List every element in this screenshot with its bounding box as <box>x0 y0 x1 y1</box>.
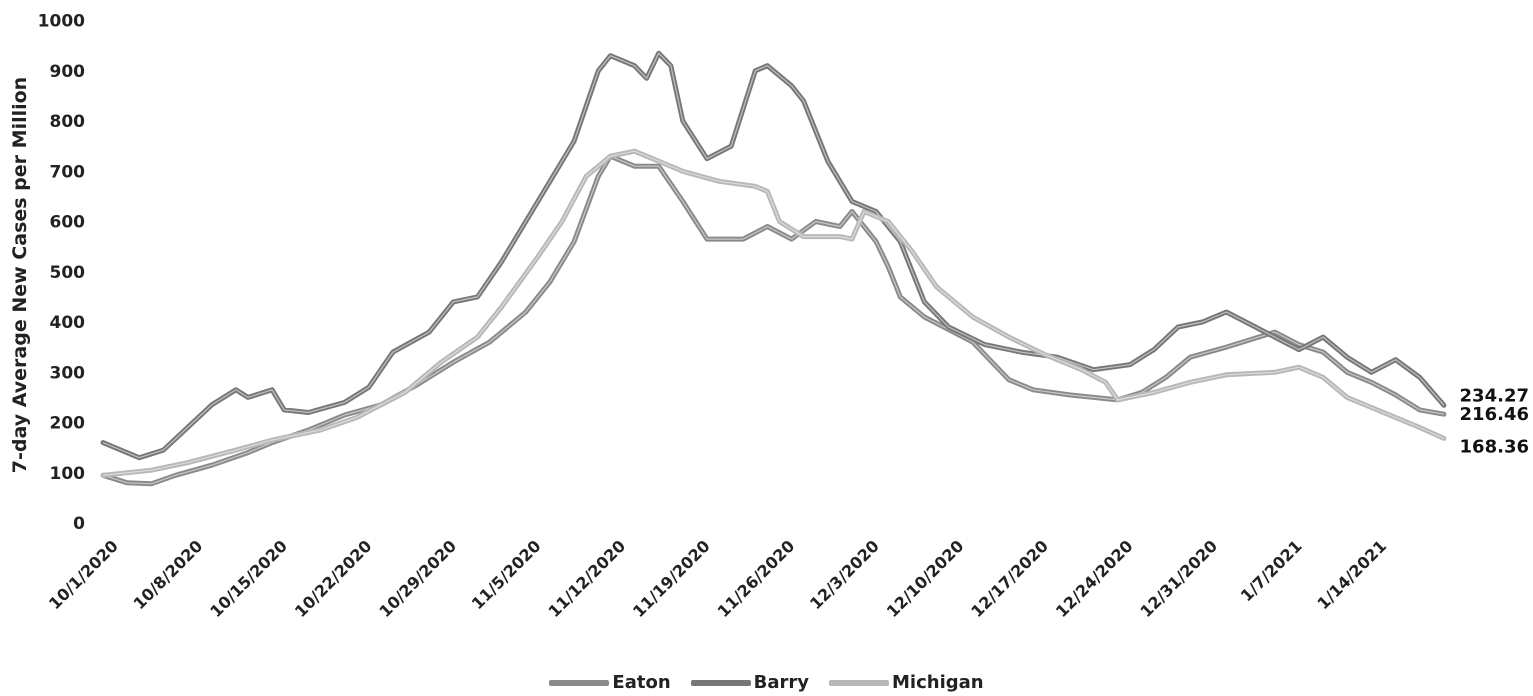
end-value-label-michigan: 168.36 <box>1460 436 1529 457</box>
y-tick-label: 600 <box>50 213 86 233</box>
legend-swatch <box>549 680 610 686</box>
series-line-michigan <box>100 148 1447 478</box>
legend-label: Michigan <box>892 672 984 693</box>
x-tick-label: 10/1/2020 <box>45 536 122 613</box>
y-tick-label: 1000 <box>38 12 85 32</box>
series-line-highlight-michigan <box>102 150 1445 476</box>
x-tick-label: 11/12/2020 <box>545 536 630 621</box>
x-tick-label: 10/22/2020 <box>291 536 376 621</box>
legend-item-barry: Barry <box>690 672 809 693</box>
series-lines <box>100 50 1447 487</box>
series-line-highlight-barry <box>102 52 1445 459</box>
x-tick-label: 10/8/2020 <box>130 536 207 613</box>
chart-legend: Eaton Barry Michigan <box>0 672 1533 693</box>
x-tick-label: 11/5/2020 <box>468 536 545 613</box>
x-tick-label: 12/24/2020 <box>1052 536 1137 621</box>
x-tick-label: 1/7/2021 <box>1237 536 1306 605</box>
x-axis-ticks: 10/1/2020 10/8/2020 10/15/2020 10/22/2020 10… <box>45 536 1390 621</box>
legend-swatch <box>690 680 751 686</box>
x-tick-label: 12/10/2020 <box>883 536 968 621</box>
end-value-label-eaton: 216.46 <box>1460 404 1529 425</box>
end-value-label-barry: 234.27 <box>1460 385 1529 406</box>
x-tick-label: 10/15/2020 <box>206 536 291 621</box>
legend-label: Barry <box>753 672 809 693</box>
x-tick-label: 11/26/2020 <box>714 536 799 621</box>
y-tick-label: 0 <box>73 514 85 534</box>
x-tick-label: 10/29/2020 <box>375 536 460 621</box>
x-tick-label: 12/31/2020 <box>1136 536 1221 621</box>
y-tick-label: 300 <box>50 363 86 383</box>
y-tick-label: 500 <box>50 263 86 283</box>
y-tick-label: 100 <box>50 464 86 484</box>
line-chart: 0 100 200 300 400 500 600 700 800 900 1000 10/1/20… <box>9 12 1529 622</box>
y-tick-label: 200 <box>50 414 86 434</box>
x-tick-label: 1/14/2021 <box>1313 536 1390 613</box>
legend-swatch <box>829 680 889 686</box>
legend-item-michigan: Michigan <box>829 672 984 693</box>
legend-item-eaton: Eaton <box>549 672 671 693</box>
y-tick-label: 900 <box>50 62 86 82</box>
x-tick-label: 12/17/2020 <box>967 536 1052 621</box>
x-tick-label: 12/3/2020 <box>806 536 883 613</box>
legend-label: Eaton <box>612 672 671 693</box>
series-line-highlight-eaton <box>102 155 1445 485</box>
y-tick-label: 400 <box>50 313 86 333</box>
y-axis-ticks: 0 100 200 300 400 500 600 700 800 900 1000 <box>38 12 85 535</box>
y-tick-label: 800 <box>50 112 86 132</box>
series-line-barry <box>100 50 1447 461</box>
y-tick-label: 700 <box>50 162 86 182</box>
y-axis-label: 7-day Average New Cases per Million <box>9 77 31 473</box>
x-tick-label: 11/19/2020 <box>629 536 714 621</box>
